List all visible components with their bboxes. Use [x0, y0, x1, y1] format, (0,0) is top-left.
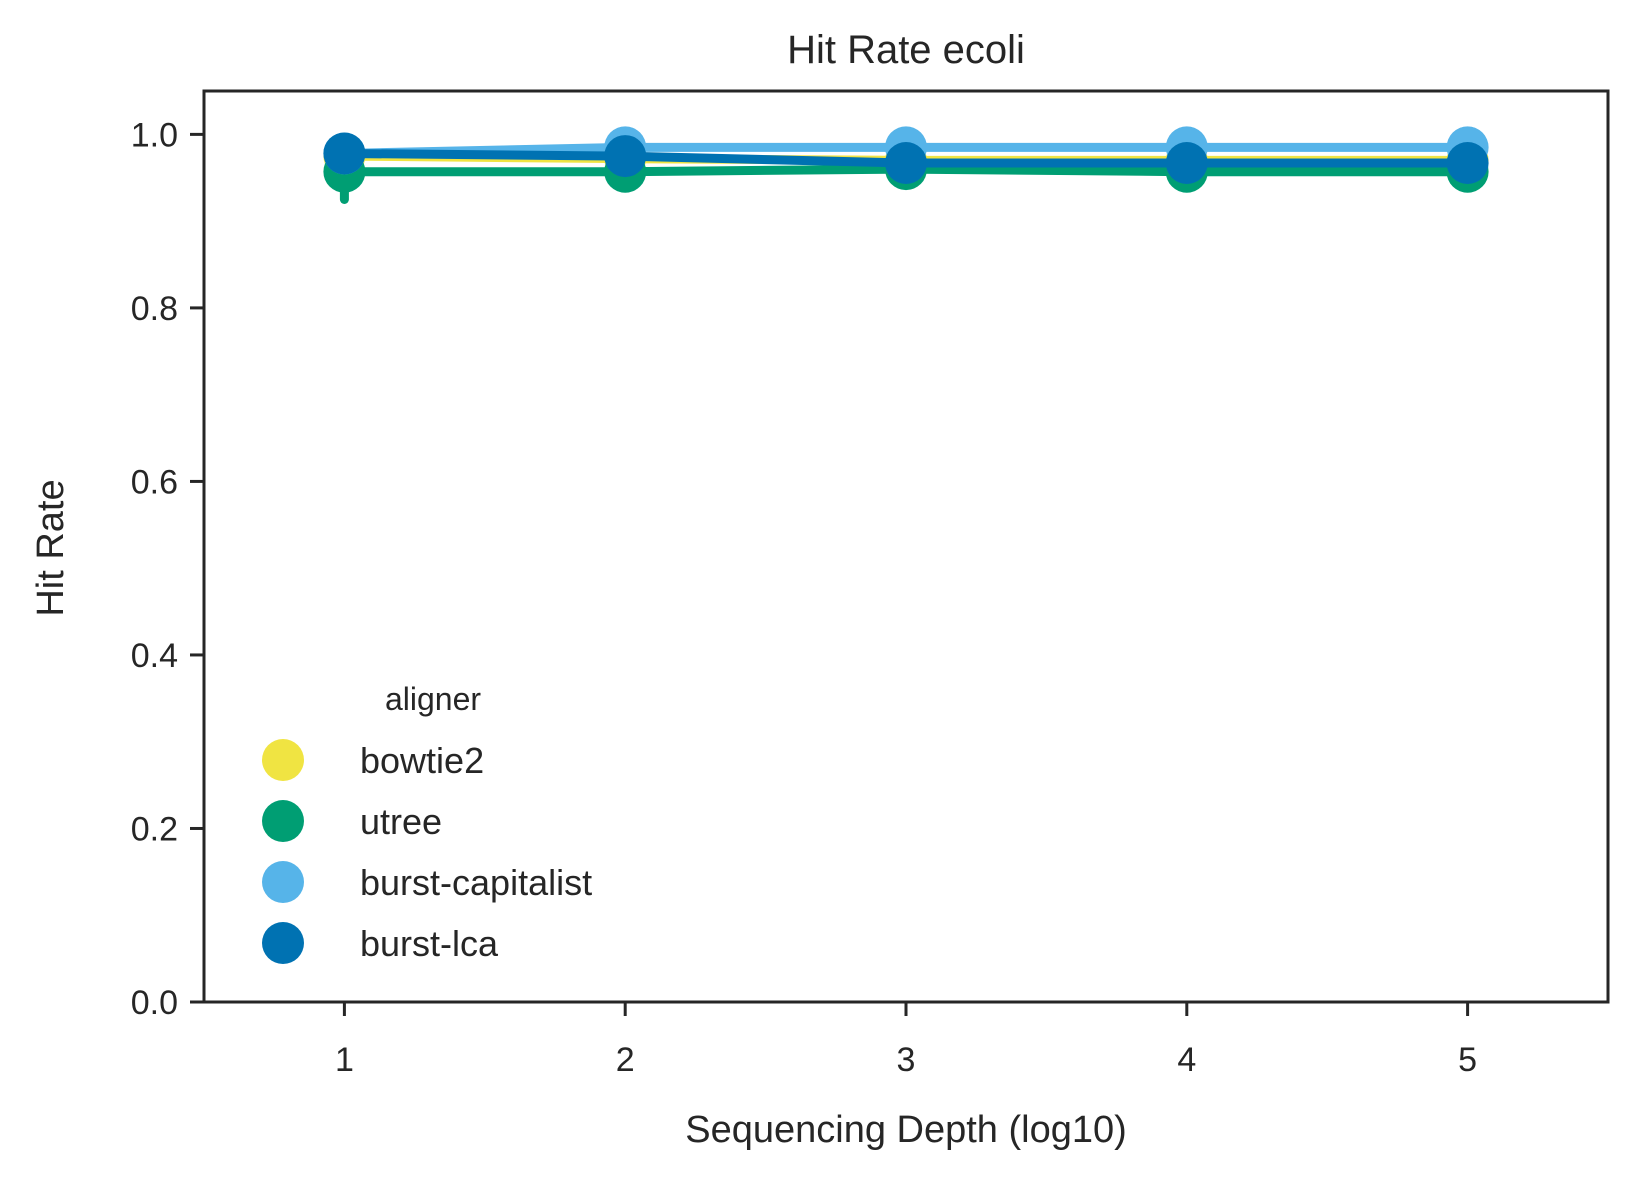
y-axis-label-group: Hit Rate — [30, 479, 72, 616]
x-axis-label: Sequencing Depth (log10) — [685, 1109, 1127, 1151]
series-burst-lca — [323, 132, 1489, 185]
legend-label: bowtie2 — [360, 740, 484, 781]
x-tick-label: 1 — [335, 1041, 354, 1079]
ticks-layer: 1 2 3 4 5 0.0 0.2 0.4 0.6 0.8 1.0 — [131, 116, 1477, 1079]
legend-label: utree — [360, 801, 442, 842]
series-point — [1446, 142, 1489, 185]
legend-marker — [262, 922, 304, 964]
y-tick-label: 0.2 — [131, 810, 178, 848]
y-axis-label: Hit Rate — [30, 479, 72, 616]
series-point — [1165, 142, 1208, 185]
x-tick-label: 2 — [616, 1041, 635, 1079]
series-layer — [323, 126, 1489, 204]
y-tick-label: 0.0 — [131, 984, 178, 1022]
y-tick-label: 0.6 — [131, 463, 178, 501]
legend-title: aligner — [385, 681, 481, 717]
series-point — [604, 135, 647, 178]
series-point — [885, 142, 927, 185]
legend: aligner bowtie2 utree burst-capitalist burs… — [262, 681, 592, 964]
x-tick-label: 3 — [897, 1041, 916, 1079]
x-tick-label: 4 — [1177, 1041, 1196, 1079]
y-tick-label: 0.4 — [131, 637, 178, 675]
y-tick-label: 0.8 — [131, 290, 178, 328]
x-tick-label: 5 — [1458, 1041, 1477, 1079]
legend-label: burst-lca — [360, 923, 499, 964]
legend-marker — [262, 739, 304, 781]
series-point — [323, 132, 366, 175]
y-tick-label: 1.0 — [131, 116, 178, 154]
chart-title: Hit Rate ecoli — [787, 28, 1025, 72]
legend-marker — [262, 861, 304, 903]
legend-marker — [262, 800, 304, 842]
legend-label: burst-capitalist — [360, 862, 592, 903]
plot-frame — [202, 89, 1610, 1004]
